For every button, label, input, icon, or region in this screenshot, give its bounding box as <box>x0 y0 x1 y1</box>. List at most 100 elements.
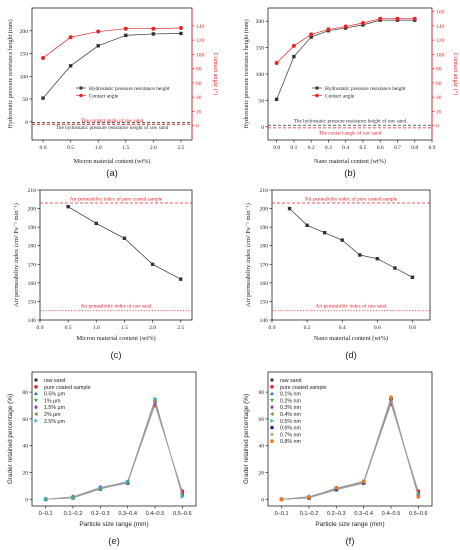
data-point <box>68 35 73 40</box>
legend-marker <box>79 86 83 90</box>
series-line <box>67 206 181 280</box>
legend-label: pure coated sample <box>44 385 91 391</box>
y-tick-label: 20 <box>22 471 28 477</box>
series-hydrostatic-pressure-resistance-height <box>41 31 183 100</box>
data-point <box>279 497 284 502</box>
plot-frame <box>271 189 431 321</box>
data-point <box>291 43 296 48</box>
y-tick-label: 180 <box>28 244 37 250</box>
data-point <box>360 20 365 25</box>
legend-marker <box>34 404 38 410</box>
y-tick-label: 50 <box>258 98 264 104</box>
data-point <box>287 206 292 211</box>
legend-marker <box>34 418 38 423</box>
legend-marker <box>270 412 274 416</box>
legend-label: pure coated sample <box>280 385 327 391</box>
y-tick-label: 200 <box>28 207 37 213</box>
legend-marker <box>315 93 319 98</box>
x-tick-label: 0.2 <box>304 325 311 331</box>
reference-line-label: The contact angle of raw sand <box>319 129 382 136</box>
series-1-5-m <box>43 400 185 502</box>
y2-tick-label: 40 <box>436 95 442 101</box>
x-tick-label: 0.5 <box>359 145 366 151</box>
legend-marker <box>270 398 274 403</box>
plot-frame <box>39 189 193 321</box>
data-point <box>151 26 156 31</box>
data-point <box>307 495 311 500</box>
data-point <box>416 494 421 499</box>
legend-marker <box>269 431 275 437</box>
x-axis-label: Particle size range (mm) <box>315 521 384 528</box>
legend-label: raw sand <box>280 378 302 384</box>
x-axis-label: Particle size range (mm) <box>79 521 148 528</box>
y2-tick-label: 160 <box>436 10 445 16</box>
y2-tick-label: 80 <box>196 67 202 73</box>
panel-caption: (c) <box>110 350 121 361</box>
legend-marker <box>270 418 274 423</box>
series-line <box>281 399 419 500</box>
x-tick-label: 0.0 <box>269 325 276 331</box>
legend-label: 1% μm <box>44 398 61 404</box>
data-point <box>98 485 103 491</box>
data-point <box>410 275 415 279</box>
data-point <box>292 54 296 59</box>
series-line <box>289 208 413 278</box>
data-point <box>309 35 313 39</box>
y2-tick-label: 60 <box>436 81 442 87</box>
legend-marker <box>34 398 38 403</box>
legend-label: 2% μm <box>44 412 61 418</box>
y-tick-label: 50 <box>22 97 28 103</box>
x-tick-label: 0.5–0.6 <box>173 511 192 517</box>
panel-caption: (e) <box>108 536 120 547</box>
y-tick-label: 200 <box>260 207 269 213</box>
legend-label: 0.4% nm <box>280 412 301 418</box>
data-point <box>395 16 400 21</box>
x-tick-label: 0.1 <box>290 145 297 151</box>
y-tick-label: 150 <box>28 299 37 305</box>
series-2-5-m <box>44 396 185 502</box>
y2-axis-label: Contact angle (°) <box>212 53 219 95</box>
x-tick-label: 1.5 <box>122 145 129 151</box>
x-tick-label: 0.4 <box>342 145 349 151</box>
panel-d: 0.0 0.2 0.4 0.6 0.8 140 150 160 170 180 190 200 210 N… <box>245 188 431 361</box>
y-tick-label: 80 <box>258 390 264 396</box>
y2-tick-label: 120 <box>196 38 205 44</box>
legend-marker <box>270 404 274 410</box>
y2-tick-label: 120 <box>436 38 445 44</box>
legend-label: Contact angle <box>89 94 119 100</box>
series-contact-angle <box>274 16 417 65</box>
data-point <box>309 32 314 37</box>
x-tick-label: 0.7 <box>394 145 401 151</box>
data-point <box>153 400 157 406</box>
x-tick-label: 0.3 <box>325 145 332 151</box>
data-point <box>68 64 73 68</box>
x-tick-label: 2.0 <box>149 325 156 331</box>
x-axis-label: Micron material content (wt%) <box>74 158 151 165</box>
y-tick-label: 150 <box>20 52 29 58</box>
legend-label: 1.5% μm <box>44 405 66 411</box>
x-tick-label: 0.3–0.4 <box>354 511 373 517</box>
x-tick-label: 0.9 <box>429 145 436 151</box>
x-tick-label: 1.0 <box>95 145 102 151</box>
data-point <box>153 396 158 401</box>
series-line <box>281 396 419 500</box>
legend-marker <box>34 385 38 389</box>
data-point <box>96 44 100 48</box>
plot-frame <box>267 371 433 507</box>
reference-line-label: Air pemeability index of pure coated sam… <box>70 196 163 203</box>
y-tick-label: 150 <box>256 46 265 52</box>
panel-caption: (f) <box>346 536 355 547</box>
data-point <box>343 24 348 29</box>
data-point <box>66 205 70 209</box>
data-point <box>41 55 46 60</box>
x-tick-label: 2.5 <box>177 325 184 331</box>
legend-marker <box>270 439 274 444</box>
legend-label: 0.7% nm <box>280 432 301 438</box>
y-tick-label: 210 <box>28 188 37 194</box>
y-tick-label: 200 <box>256 19 265 25</box>
data-point <box>126 479 130 484</box>
data-point <box>41 96 45 100</box>
x-axis-label: Micron material content (wt%) <box>76 335 155 342</box>
y-tick-label: 0 <box>25 497 28 503</box>
x-tick-label: 0.0 <box>37 325 44 331</box>
